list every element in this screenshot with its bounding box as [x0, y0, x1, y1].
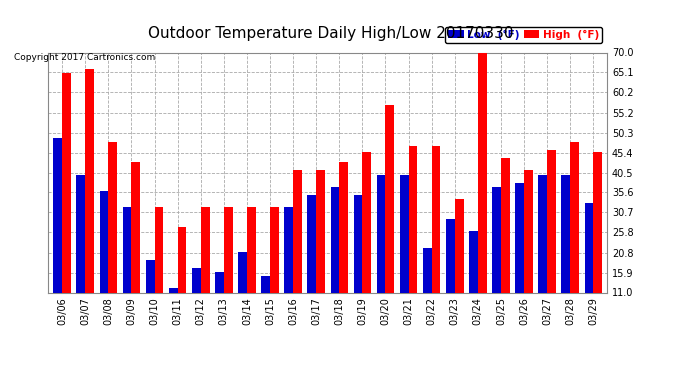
Bar	[377, 174, 386, 292]
Bar	[362, 152, 371, 292]
Bar	[478, 48, 486, 292]
Bar	[547, 150, 556, 292]
Bar	[62, 73, 71, 292]
Text: Copyright 2017 Cartronics.com: Copyright 2017 Cartronics.com	[14, 53, 155, 62]
Bar	[146, 260, 155, 292]
Bar	[538, 174, 547, 292]
Bar	[293, 171, 302, 292]
Bar	[131, 162, 140, 292]
Bar	[423, 248, 432, 292]
Bar	[501, 158, 510, 292]
Bar	[492, 187, 501, 292]
Bar	[562, 174, 570, 292]
Bar	[262, 276, 270, 292]
Bar	[408, 146, 417, 292]
Bar	[446, 219, 455, 292]
Bar	[432, 146, 440, 292]
Bar	[353, 195, 362, 292]
Bar	[53, 138, 62, 292]
Bar	[469, 231, 478, 292]
Bar	[247, 207, 256, 292]
Bar	[238, 252, 247, 292]
Bar	[108, 142, 117, 292]
Bar	[224, 207, 233, 292]
Bar	[270, 207, 279, 292]
Bar	[455, 199, 464, 292]
Bar	[331, 187, 339, 292]
Bar	[316, 171, 325, 292]
Bar	[284, 207, 293, 292]
Bar	[177, 227, 186, 292]
Bar	[308, 195, 316, 292]
Bar	[515, 183, 524, 292]
Bar	[155, 207, 164, 292]
Bar	[570, 142, 579, 292]
Bar	[201, 207, 210, 292]
Bar	[400, 174, 408, 292]
Text: Outdoor Temperature Daily High/Low 20170330: Outdoor Temperature Daily High/Low 20170…	[148, 26, 514, 41]
Bar	[99, 191, 108, 292]
Bar	[593, 152, 602, 292]
Bar	[192, 268, 201, 292]
Bar	[524, 171, 533, 292]
Bar	[77, 174, 86, 292]
Bar	[386, 105, 394, 292]
Legend: Low  (°F), High  (°F): Low (°F), High (°F)	[445, 27, 602, 43]
Bar	[123, 207, 131, 292]
Bar	[169, 288, 177, 292]
Bar	[584, 203, 593, 292]
Bar	[215, 272, 224, 292]
Bar	[86, 69, 94, 292]
Bar	[339, 162, 348, 292]
